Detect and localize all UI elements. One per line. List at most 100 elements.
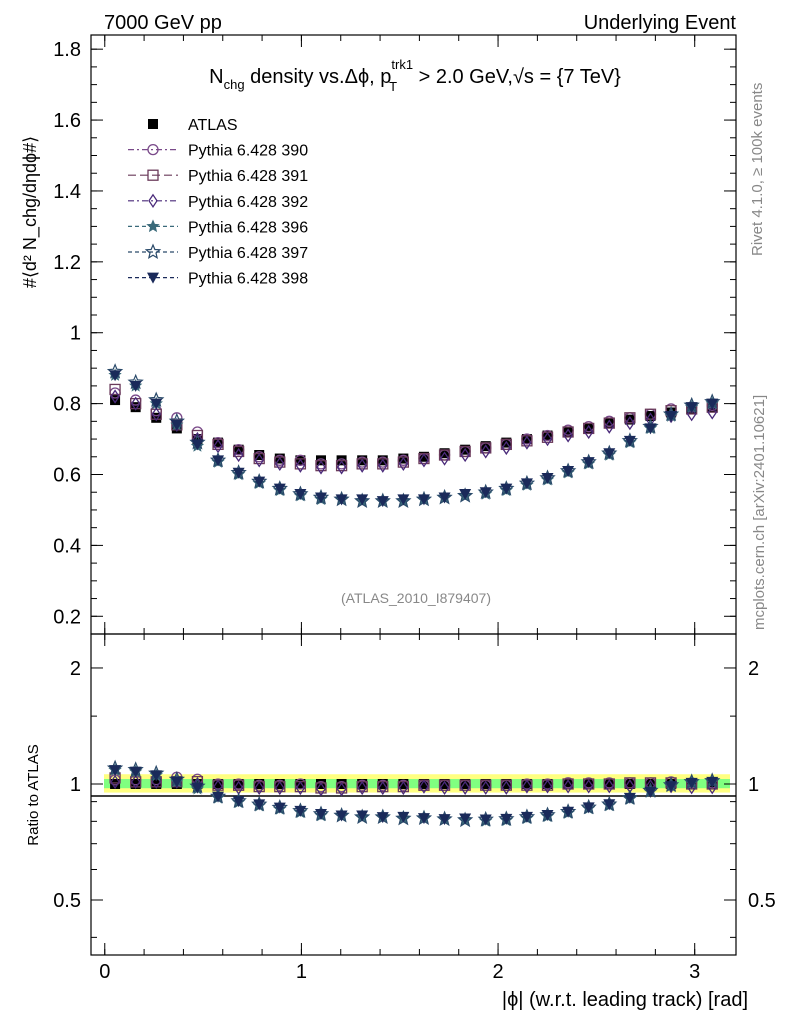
- legend-label: Pythia 6.428 397: [188, 245, 308, 262]
- title-sup: trk1: [391, 57, 413, 72]
- ratio-point: [480, 779, 492, 791]
- ratio-point: [603, 778, 615, 790]
- ratio-point: [254, 778, 265, 789]
- ratio-point: [398, 780, 409, 796]
- ratio-point: [419, 779, 429, 794]
- ratio-point: [563, 778, 574, 789]
- main-ytick-label: 1: [70, 323, 81, 345]
- ratio-point: [562, 806, 575, 818]
- ratio-point: [377, 778, 388, 789]
- ratio-point: [480, 780, 491, 795]
- ratio-ytick-label-right: 1: [748, 774, 759, 796]
- ratio-ylabel: Ratio to ATLAS: [25, 744, 42, 845]
- main-point: [562, 426, 574, 438]
- main-point: [356, 494, 369, 506]
- header-right: Underlying Event: [584, 12, 737, 34]
- ratio-point: [583, 779, 594, 794]
- ratio-point: [212, 791, 225, 803]
- main-point: [501, 440, 512, 456]
- ratio-point: [542, 779, 553, 794]
- ratio-point: [232, 779, 245, 791]
- main-ylabel: #⟨d² N_chg/dηdϕ#⟩: [20, 136, 41, 288]
- legend: ATLAS Pythia 6.428 390 Pythia 6.428 391 Pyt…: [128, 117, 308, 288]
- ratio-point: [459, 813, 472, 825]
- main-point: [582, 457, 595, 469]
- ratio-point: [624, 778, 635, 789]
- ratio-point: [644, 786, 657, 798]
- main-point: [151, 407, 162, 422]
- title-post: > 2.0 GeV,: [413, 66, 513, 88]
- ratio-point: [500, 779, 512, 791]
- main-point: [110, 389, 120, 404]
- main-point: [213, 437, 224, 448]
- ratio-point: [623, 792, 636, 804]
- ratio-point: [438, 779, 451, 791]
- ratio-point: [439, 778, 450, 789]
- ratio-point: [479, 814, 492, 826]
- ratio-point: [583, 778, 595, 790]
- ratio-point: [500, 813, 513, 825]
- ratio-point: [274, 778, 285, 789]
- main-ytick-label: 0.6: [53, 465, 81, 487]
- ratio-ytick-label: 0.5: [53, 890, 81, 912]
- ratio-point: [335, 810, 348, 822]
- main-point: [170, 419, 183, 431]
- series-398: [109, 370, 719, 826]
- main-ytick-label: 1.4: [53, 181, 81, 203]
- legend-marker: [148, 119, 158, 129]
- main-point: [644, 423, 657, 435]
- main-point: [603, 448, 616, 460]
- main-point: [623, 435, 636, 447]
- main-point: [130, 402, 141, 413]
- ratio-point: [582, 802, 595, 814]
- legend-label: ATLAS: [188, 117, 238, 134]
- main-point: [459, 488, 472, 500]
- ratio-plot-frame: [90, 633, 737, 956]
- main-point: [604, 418, 615, 429]
- main-point: [624, 412, 636, 424]
- main-point: [479, 487, 492, 499]
- ratio-point: [520, 811, 533, 823]
- ratio-point: [130, 774, 141, 790]
- main-point: [500, 438, 512, 451]
- main-point: [397, 494, 410, 506]
- ratio-point: [129, 766, 142, 778]
- main-point: [253, 476, 266, 488]
- title-end: = {7 TeV}: [534, 66, 621, 88]
- main-point: [480, 442, 492, 454]
- ratio-point: [604, 778, 615, 789]
- main-point: [376, 496, 389, 508]
- title-sqrt: √s: [513, 66, 534, 88]
- ratio-point: [357, 778, 368, 789]
- legend-marker: [144, 243, 162, 259]
- ratio-point: [501, 780, 512, 795]
- main-point: [460, 447, 470, 463]
- legend-marker: [147, 169, 159, 181]
- main-point: [335, 494, 348, 506]
- main-point: [521, 434, 532, 445]
- main-ytick-label: 1.6: [53, 110, 81, 132]
- xtick-label: 1: [296, 961, 307, 983]
- axis-ticks: 0.2 0.4 0.6 0.8 1 1.2 1.4 1.6 1.8 0.5 0.5 1 1 2 2 0 1 2 3: [53, 35, 776, 983]
- ratio-point: [275, 780, 285, 796]
- xtick-label: 0: [99, 961, 110, 983]
- ratio-point: [418, 778, 429, 789]
- main-ytick-label: 1.2: [53, 252, 81, 274]
- xtick-label: 2: [492, 961, 503, 983]
- ratio-point: [665, 781, 678, 793]
- ratio-point: [295, 780, 306, 796]
- ratio-point: [295, 778, 306, 789]
- analysis-watermark: (ATLAS_2010_I879407): [341, 590, 491, 606]
- header-left: 7000 GeV pp: [104, 12, 222, 34]
- main-point: [273, 483, 286, 495]
- main-point: [377, 458, 388, 473]
- ratio-point: [603, 799, 616, 811]
- main-point: [520, 478, 533, 490]
- title-sub1: chg: [224, 77, 245, 92]
- legend-marker: [148, 193, 158, 208]
- main-point: [480, 444, 491, 459]
- ratio-point: [191, 782, 204, 794]
- main-point: [336, 460, 347, 475]
- main-point: [110, 395, 121, 406]
